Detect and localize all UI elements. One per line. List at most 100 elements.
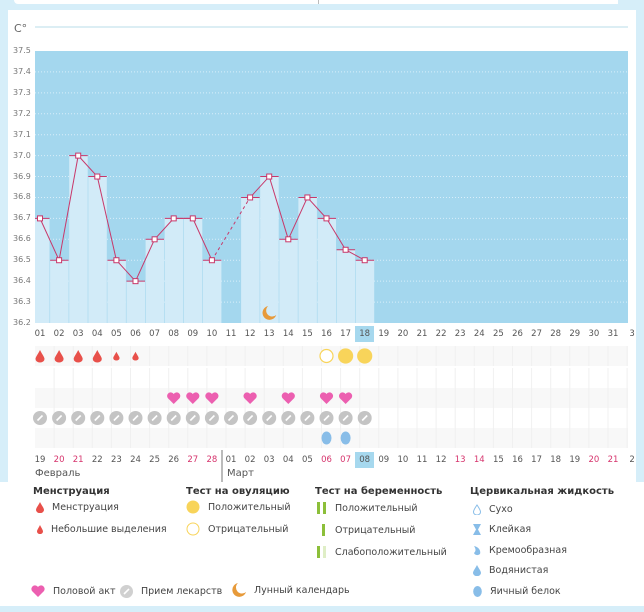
cycle-day-label[interactable]: 30 [588,329,600,339]
date-label[interactable]: 10 [397,455,409,465]
date-label[interactable]: 11 [416,455,428,465]
cycle-day-label[interactable]: 03 [72,329,84,339]
date-label[interactable]: 14 [473,455,485,465]
cycle-day-label[interactable]: 17 [340,329,351,339]
date-label[interactable]: 01 [225,455,237,465]
date-label[interactable]: 21 [607,455,619,465]
cycle-day-label[interactable]: 10 [206,329,218,339]
top-panel-right [318,0,618,4]
date-label[interactable]: 04 [282,455,294,465]
temperature-line-segment [192,218,213,261]
temperature-point [247,194,254,201]
pill-stripe [56,414,63,422]
temperature-bar [202,260,222,323]
cycle-day-label[interactable]: 22 [435,329,447,339]
date-label[interactable]: 03 [263,455,275,465]
temperature-line-segment [116,259,136,282]
date-label[interactable]: 21 [72,455,84,465]
pill-stripe [151,414,158,422]
temperature-bar [183,218,203,323]
pill-stripe [227,414,235,422]
date-label[interactable]: 25 [149,455,160,465]
cycle-day-label[interactable]: 20 [397,329,409,339]
pill-stripe [113,414,120,422]
cycle-day-label[interactable]: 26 [512,329,523,339]
date-label[interactable]: 26 [168,455,180,465]
empty-drop-icon [473,504,481,515]
heart-icon [319,392,334,404]
date-label[interactable]: 24 [130,455,141,465]
blood-drop-icon [36,502,44,513]
temperature-point [304,194,311,201]
cycle-day-label[interactable]: 19 [378,329,390,339]
date-label[interactable]: 13 [454,455,466,465]
date-label[interactable]: 23 [110,455,122,465]
date-label[interactable]: 09 [378,455,390,465]
temperature-line-segment [135,239,156,282]
date-label[interactable]: 06 [321,455,332,465]
cycle-day-label[interactable]: 01 [34,329,46,339]
date-label[interactable]: 20 [53,455,65,465]
ovulation-positive-icon [338,348,354,364]
small-drop-icon [113,351,120,361]
date-label[interactable]: 27 [187,455,199,465]
date-label[interactable]: 12 [435,455,447,465]
cycle-day-label[interactable]: 08 [168,329,180,339]
y-tick-label: 36.8 [13,192,31,202]
y-tick-label: 36.6 [13,234,31,244]
cycle-day-label[interactable]: 09 [187,329,199,339]
top-panel [14,0,616,4]
legend-ovulation-positive: Положительный [186,500,291,514]
date-label[interactable]: 16 [512,455,523,465]
cycle-day-label[interactable]: 04 [91,329,103,339]
date-label[interactable]: 08 [355,452,375,468]
moon-icon [262,306,277,320]
cycle-day-label[interactable]: 29 [569,329,581,339]
cycle-day-label[interactable]: 28 [550,329,562,339]
date-label[interactable]: 17 [531,455,542,465]
moon-icon [232,583,246,597]
date-label[interactable]: 07 [340,455,351,465]
date-label[interactable]: 19 [569,455,581,465]
date-label[interactable]: 28 [206,455,218,465]
heart-icon [186,392,200,404]
cycle-day-label[interactable]: 13 [263,329,275,339]
y-tick-label: 37.1 [13,129,31,139]
cycle-day-label[interactable]: 02 [53,329,65,339]
date-label[interactable]: 18 [550,455,562,465]
cycle-day-label[interactable]: 11 [225,329,237,339]
circle-outline-icon [186,522,200,536]
cycle-day-label[interactable]: 06 [130,329,141,339]
cycle-day-label[interactable]: 15 [301,329,313,339]
date-label[interactable]: 2 [629,455,635,465]
temperature-bar [336,249,356,323]
cycle-day-label[interactable]: 16 [321,329,332,339]
cycle-day-label[interactable]: 23 [454,329,466,339]
date-label[interactable]: 15 [492,455,504,465]
cycle-day-label[interactable]: 12 [244,329,256,339]
cycle-day-label[interactable]: 07 [149,329,160,339]
cycle-day-label[interactable]: 21 [416,329,428,339]
cycle-day-label[interactable]: 25 [492,329,504,339]
temperature-bar [355,260,375,323]
date-label[interactable]: 19 [34,455,46,465]
date-label[interactable]: 20 [588,455,600,465]
cycle-day-label[interactable]: 14 [282,329,294,339]
date-label[interactable]: 22 [91,455,103,465]
cycle-day-label[interactable]: 05 [110,329,122,339]
cycle-day-label[interactable]: 3 [629,329,635,339]
legend-cervical-title: Цервикальная жидкость [470,486,615,497]
temperature-line-segment [307,197,327,219]
heart-icon [281,392,295,404]
temperature-bar [107,260,126,323]
cycle-day-label[interactable]: 31 [607,329,619,339]
date-label[interactable]: 05 [301,455,313,465]
cycle-day-label[interactable]: 18 [355,326,375,342]
legend-pregnancy-negative: Отрицательный [317,524,415,536]
cycle-day-label[interactable]: 27 [531,329,542,339]
date-label[interactable]: 02 [244,455,256,465]
cycle-day-label[interactable]: 24 [473,329,485,339]
temperature-point [94,173,101,180]
water-drop-icon [473,565,481,576]
temperature-bar [164,218,184,323]
